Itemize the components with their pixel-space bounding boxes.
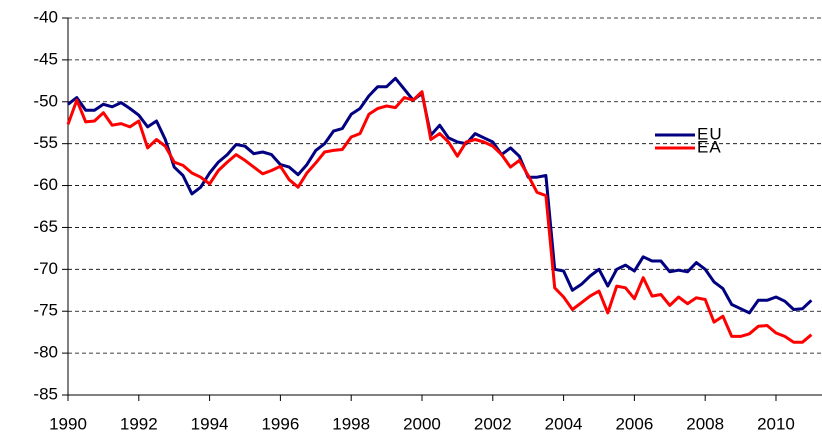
y-tick-label: -50 [33,91,58,110]
x-tick-label: 2008 [686,414,724,433]
y-tick-label: -70 [33,259,58,278]
legend-label: EU [697,124,723,143]
series-line [67,76,813,315]
x-tick-label: 2006 [615,414,653,433]
y-tick-label: -85 [33,384,58,403]
y-tick-label: -80 [33,343,58,362]
x-tick-label: 1990 [49,414,87,433]
y-tick-label: -75 [33,301,58,320]
y-tick-label: -65 [33,217,58,236]
x-tick-label: 2010 [757,414,795,433]
x-tick-label: 2000 [403,414,441,433]
y-tick-label: -55 [33,133,58,152]
x-tick-label: 1998 [332,414,370,433]
x-tick-label: 2004 [545,414,583,433]
x-tick-label: 1994 [191,414,229,433]
y-tick-label: -45 [33,49,58,68]
x-tick-label: 1996 [261,414,299,433]
x-tick-label: 1992 [120,414,158,433]
y-tick-label: -60 [33,175,58,194]
series-line [66,90,813,344]
legend-label: EA [697,137,722,156]
x-tick-label: 2002 [474,414,512,433]
y-tick-label: -40 [33,7,58,26]
